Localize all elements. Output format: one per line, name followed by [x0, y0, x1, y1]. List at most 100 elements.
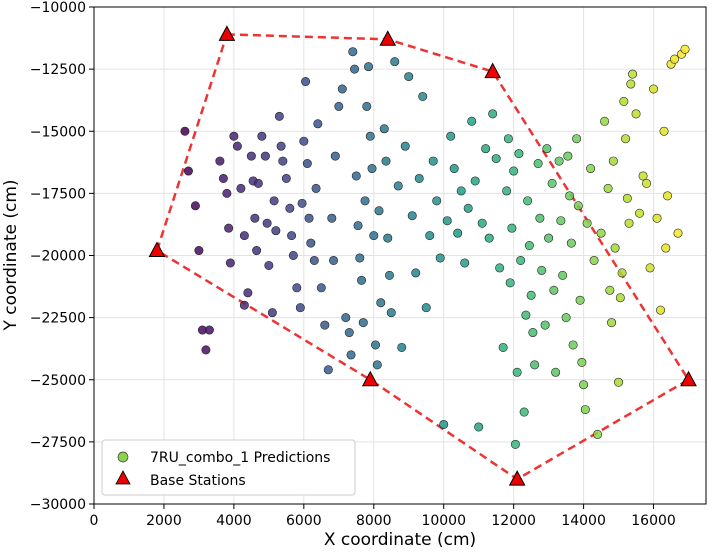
prediction-point [622, 193, 632, 203]
prediction-point [374, 206, 384, 216]
prediction-point [287, 231, 297, 241]
prediction-point [528, 328, 538, 338]
boundary-line [155, 33, 691, 481]
prediction-point [621, 134, 631, 144]
prediction-point [341, 313, 351, 323]
prediction-point [565, 191, 575, 201]
prediction-point [470, 176, 480, 186]
prediction-point [670, 54, 680, 64]
prediction-point [673, 228, 683, 238]
x-tick-label: 14000 [561, 513, 606, 529]
prediction-point [575, 295, 585, 305]
prediction-point [586, 164, 596, 174]
prediction-point [556, 216, 566, 226]
prediction-point [649, 84, 659, 94]
prediction-point [281, 173, 291, 183]
prediction-point [204, 325, 214, 335]
prediction-point [463, 203, 473, 213]
prediction-point [344, 328, 354, 338]
prediction-point [418, 91, 428, 101]
prediction-point [285, 203, 295, 213]
base-station-marker [148, 241, 166, 258]
prediction-point [432, 196, 442, 206]
legend-base-stations-label: Base Stations [150, 473, 246, 489]
x-tick-label: 2000 [146, 513, 182, 529]
prediction-point [544, 233, 554, 243]
prediction-point [510, 439, 520, 449]
prediction-point [295, 303, 305, 313]
prediction-point [257, 131, 267, 141]
prediction-point [271, 226, 281, 236]
prediction-point [350, 64, 360, 74]
base-station-markers [148, 25, 697, 486]
prediction-point [503, 134, 513, 144]
prediction-point [276, 141, 286, 151]
base-station-marker [680, 370, 697, 387]
prediction-point [579, 380, 589, 390]
prediction-point [299, 136, 309, 146]
prediction-point [526, 290, 536, 300]
prediction-point [194, 246, 204, 256]
prediction-point [514, 149, 524, 159]
prediction-point [652, 213, 662, 223]
prediction-point [376, 298, 386, 308]
prediction-point [495, 263, 505, 273]
prediction-point [323, 365, 333, 375]
x-tick-label: 4000 [216, 513, 252, 529]
prediction-point [549, 285, 559, 295]
prediction-point [201, 345, 211, 355]
prediction-point [540, 320, 550, 330]
prediction-point [626, 79, 636, 89]
prediction-point [488, 109, 498, 119]
prediction-point [614, 377, 624, 387]
prediction-point [563, 151, 573, 161]
prediction-point [407, 211, 417, 221]
prediction-point [390, 57, 400, 67]
prediction-point [260, 151, 270, 161]
x-tick-label: 6000 [286, 513, 322, 529]
prediction-point [605, 285, 615, 295]
prediction-point [239, 231, 249, 241]
prediction-point [477, 218, 487, 228]
prediction-point [355, 253, 365, 263]
legend-predictions-label: 7RU_combo_1 Predictions [150, 450, 330, 466]
prediction-point [481, 144, 491, 154]
prediction-point [348, 47, 358, 57]
base-station-marker [218, 25, 236, 41]
prediction-point [224, 223, 234, 233]
prediction-point [357, 275, 367, 285]
legend-predictions-marker [117, 451, 129, 463]
prediction-point [400, 141, 410, 151]
prediction-point [656, 305, 666, 315]
legend-base-stations-marker [115, 470, 131, 485]
prediction-point [523, 196, 533, 206]
prediction-point [631, 109, 641, 119]
prediction-point [264, 260, 274, 270]
prediction-point [215, 156, 225, 166]
prediction-point [435, 253, 445, 263]
x-tick-label: 12000 [491, 513, 536, 529]
prediction-point [558, 270, 568, 280]
prediction-point [267, 308, 277, 318]
y-axis-label: Y coordinate (cm) [1, 179, 21, 331]
prediction-point [615, 293, 625, 303]
prediction-point [351, 171, 361, 181]
prediction-point [236, 183, 246, 193]
prediction-point [385, 270, 395, 280]
prediction-point [628, 69, 638, 79]
prediction-point [371, 340, 381, 350]
y-tick-label: −15000 [30, 124, 86, 140]
prediction-point [509, 166, 519, 176]
prediction-point [411, 268, 421, 278]
prediction-point [304, 213, 314, 223]
prediction-point [600, 116, 610, 126]
prediction-point [369, 231, 379, 241]
prediction-point [460, 258, 470, 268]
x-axis-label: X coordinate (cm) [324, 530, 476, 550]
prediction-point [484, 233, 494, 243]
prediction-point [183, 166, 193, 176]
prediction-point [607, 318, 617, 328]
prediction-point [278, 156, 288, 166]
prediction-point [603, 183, 613, 193]
prediction-point [250, 213, 260, 223]
